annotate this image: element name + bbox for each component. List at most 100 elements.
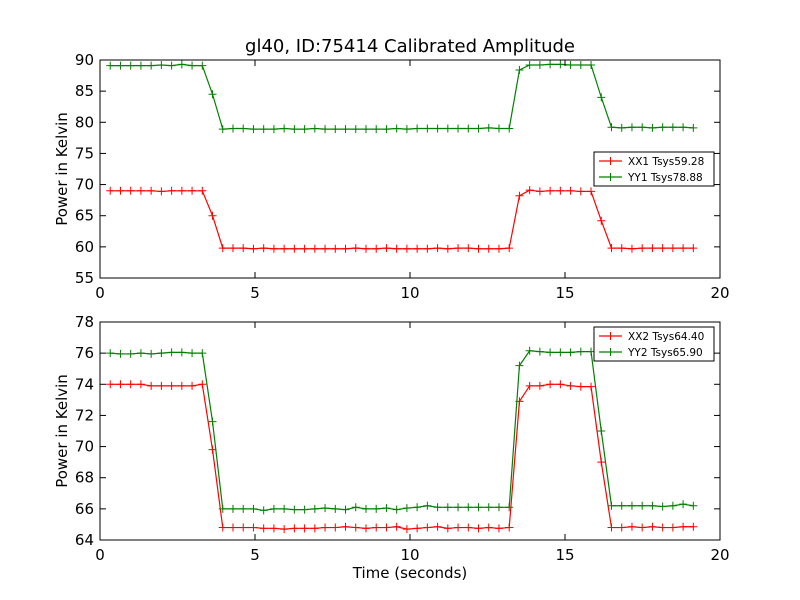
data-point: [556, 60, 565, 69]
data-point: [505, 523, 514, 532]
data-point: [668, 123, 677, 132]
data-point: [167, 381, 176, 390]
data-point: [269, 504, 278, 513]
data-point: [126, 61, 135, 70]
data-point: [157, 187, 166, 196]
y-axis-label: Power in Kelvin: [53, 112, 71, 226]
y-tick-label: 72: [75, 406, 94, 424]
data-point: [208, 90, 217, 99]
legend-box: [593, 151, 715, 187]
data-point: [627, 501, 636, 510]
data-point: [627, 123, 636, 132]
data-point: [494, 244, 503, 253]
data-point: [638, 501, 647, 510]
data-point: [515, 191, 524, 200]
chart-title: gl40, ID:75414 Calibrated Amplitude: [245, 36, 575, 57]
data-point: [188, 61, 197, 70]
legend-entry-2: YY2 Tsys65.90: [599, 347, 703, 359]
data-point: [402, 244, 411, 253]
data-point: [157, 349, 166, 358]
data-point: [147, 381, 156, 390]
data-point: [638, 523, 647, 532]
data-point: [484, 244, 493, 253]
y-tick-label: 74: [75, 375, 94, 393]
data-point: [116, 61, 125, 70]
y-tick-label: 55: [75, 269, 94, 287]
data-point: [617, 244, 626, 253]
data-point: [331, 125, 340, 134]
data-point: [331, 244, 340, 253]
data-point: [525, 186, 534, 195]
data-point: [372, 125, 381, 134]
data-point: [341, 522, 350, 531]
data-point: [351, 125, 360, 134]
data-point: [361, 524, 370, 533]
data-point: [259, 244, 268, 253]
data-point: [679, 500, 688, 509]
legend-entry-2: YY1 Tsys78.88: [599, 172, 703, 184]
data-point: [157, 60, 166, 69]
data-point: [525, 346, 534, 355]
data-point: [300, 125, 309, 134]
data-point: [351, 244, 360, 253]
data-point: [372, 244, 381, 253]
data-point: [689, 522, 698, 531]
data-point: [116, 186, 125, 195]
data-point: [198, 349, 207, 358]
data-point: [361, 504, 370, 513]
data-point: [566, 186, 575, 195]
x-tick-label: 15: [555, 284, 574, 302]
data-point: [587, 382, 596, 391]
data-point: [474, 244, 483, 253]
data-point: [607, 123, 616, 132]
data-point: [228, 504, 237, 513]
legend-marker: [606, 332, 615, 340]
x-tick-label: 0: [95, 284, 105, 302]
data-point: [208, 445, 217, 454]
data-point: [454, 503, 463, 512]
data-point: [218, 244, 227, 253]
legend-entry-1: XX2 Tsys64.40: [599, 331, 704, 343]
series-line-2: [110, 350, 694, 512]
data-point: [597, 427, 606, 435]
y-tick-label: 65: [75, 207, 94, 225]
data-point: [668, 244, 677, 253]
data-point: [218, 504, 227, 513]
data-point: [607, 244, 616, 253]
data-point: [546, 348, 555, 357]
data-point: [443, 124, 452, 133]
data-point: [239, 523, 248, 532]
data-point: [239, 244, 248, 253]
data-point: [648, 501, 657, 510]
legend: XX2 Tsys64.40 YY2 Tsys65.90: [593, 326, 715, 362]
data-point: [668, 501, 677, 510]
data-point: [648, 522, 657, 531]
data-point: [177, 60, 186, 69]
legend: XX1 Tsys59.28 YY1 Tsys78.88: [593, 151, 715, 187]
data-point: [423, 244, 432, 253]
data-point: [402, 504, 411, 513]
data-point: [638, 123, 647, 132]
data-point: [546, 186, 555, 195]
data-point: [423, 501, 432, 510]
data-point: [484, 503, 493, 512]
data-point: [443, 503, 452, 512]
data-point: [280, 124, 289, 133]
data-point: [638, 244, 647, 253]
data-point: [535, 187, 544, 196]
data-point: [597, 93, 606, 102]
data-point: [617, 523, 626, 532]
data-point: [392, 505, 401, 514]
data-point: [413, 124, 422, 133]
data-point: [106, 349, 115, 358]
data-point: [668, 523, 677, 532]
data-point: [566, 381, 575, 390]
data-point: [556, 186, 565, 195]
data-point: [269, 524, 278, 533]
legend-box: [593, 326, 715, 362]
data-point: [464, 244, 473, 253]
data-point: [413, 244, 422, 253]
data-point: [454, 244, 463, 253]
data-point: [454, 523, 463, 532]
data-point: [566, 348, 575, 357]
